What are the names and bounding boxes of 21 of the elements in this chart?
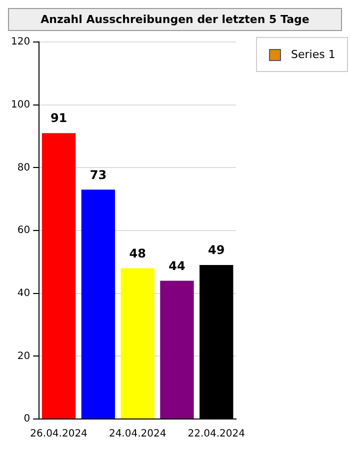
x-tick-label: 26.04.2024	[30, 428, 88, 440]
data-label: 48	[129, 246, 146, 260]
bar	[160, 280, 194, 418]
bar	[81, 190, 116, 418]
bar	[42, 133, 76, 418]
y-tick-label: 40	[17, 288, 30, 299]
text: Series 1	[291, 48, 336, 61]
y-tick-label: 80	[17, 162, 30, 174]
x-tick-label: 22.04.2024	[188, 428, 246, 440]
y-tick-label: 120	[10, 36, 30, 48]
bar	[120, 268, 154, 418]
y-tick-label: 60	[17, 225, 30, 236]
data-label: 49	[208, 243, 225, 258]
data-label: 44	[168, 258, 186, 273]
x-tick-label: 24.04.2024	[108, 428, 166, 440]
y-tick-label: 20	[17, 350, 30, 362]
chart-title: Anzahl Ausschreibungen der letzten 5 Tage	[8, 8, 342, 31]
data-label: 73	[90, 168, 107, 182]
y-tick-label: 0	[24, 414, 30, 425]
y-tick-label: 100	[10, 99, 30, 110]
data-label: 91	[50, 111, 68, 126]
